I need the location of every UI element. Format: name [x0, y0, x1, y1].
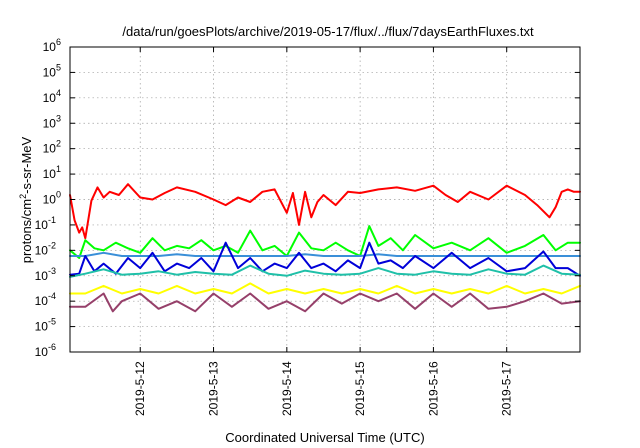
x-axis-label: Coordinated Universal Time (UTC)	[225, 430, 424, 445]
chart-title: /data/run/goesPlots/archive/2019-05-17/f…	[122, 24, 534, 39]
y-tick-label: 106	[43, 37, 61, 54]
y-axis-label-rest: -s-sr-MeV	[19, 136, 34, 193]
y-tick-label: 10-4	[35, 291, 56, 308]
x-tick-label: 2019-5-12	[133, 361, 147, 416]
series-line-3	[69, 251, 581, 257]
y-tick-label: 10-3	[35, 266, 56, 283]
y-tick-label: 10-1	[35, 215, 56, 232]
series-line-7	[69, 292, 581, 313]
y-tick-label: 104	[43, 88, 61, 105]
y-tick-label: 10-2	[35, 240, 56, 257]
y-tick-label: 105	[43, 62, 61, 79]
y-axis-label-sup: 2	[18, 194, 28, 199]
x-tick-label: 2019-5-14	[280, 361, 294, 416]
x-tick-label: 2019-5-17	[500, 361, 514, 416]
series-line-1	[69, 183, 581, 240]
y-tick-label: 103	[43, 113, 61, 130]
y-tick-label: 101	[43, 164, 61, 181]
grid	[70, 47, 580, 352]
y-tick-label: 102	[43, 139, 61, 156]
y-tick-label: 10-6	[35, 342, 56, 359]
series-line-4	[69, 241, 581, 277]
y-tick-label: 100	[43, 190, 61, 207]
x-tick-label: 2019-5-16	[426, 361, 440, 416]
series-line-5	[69, 264, 581, 278]
series-line-2	[69, 225, 581, 259]
y-axis-label-base: protons/cm	[19, 199, 34, 263]
x-tick-label: 2019-5-13	[207, 361, 221, 416]
series-group	[69, 183, 581, 313]
y-tick-label: 10-5	[35, 317, 56, 334]
y-axis-label: protons/cm2-s-sr-MeV	[18, 136, 34, 263]
axis-ticks: 106 105 104 103 102 101 100 10-1 10-2 10-3 10-4 10-…	[35, 37, 580, 416]
series-line-6	[69, 282, 581, 295]
x-tick-label: 2019-5-15	[353, 361, 367, 416]
